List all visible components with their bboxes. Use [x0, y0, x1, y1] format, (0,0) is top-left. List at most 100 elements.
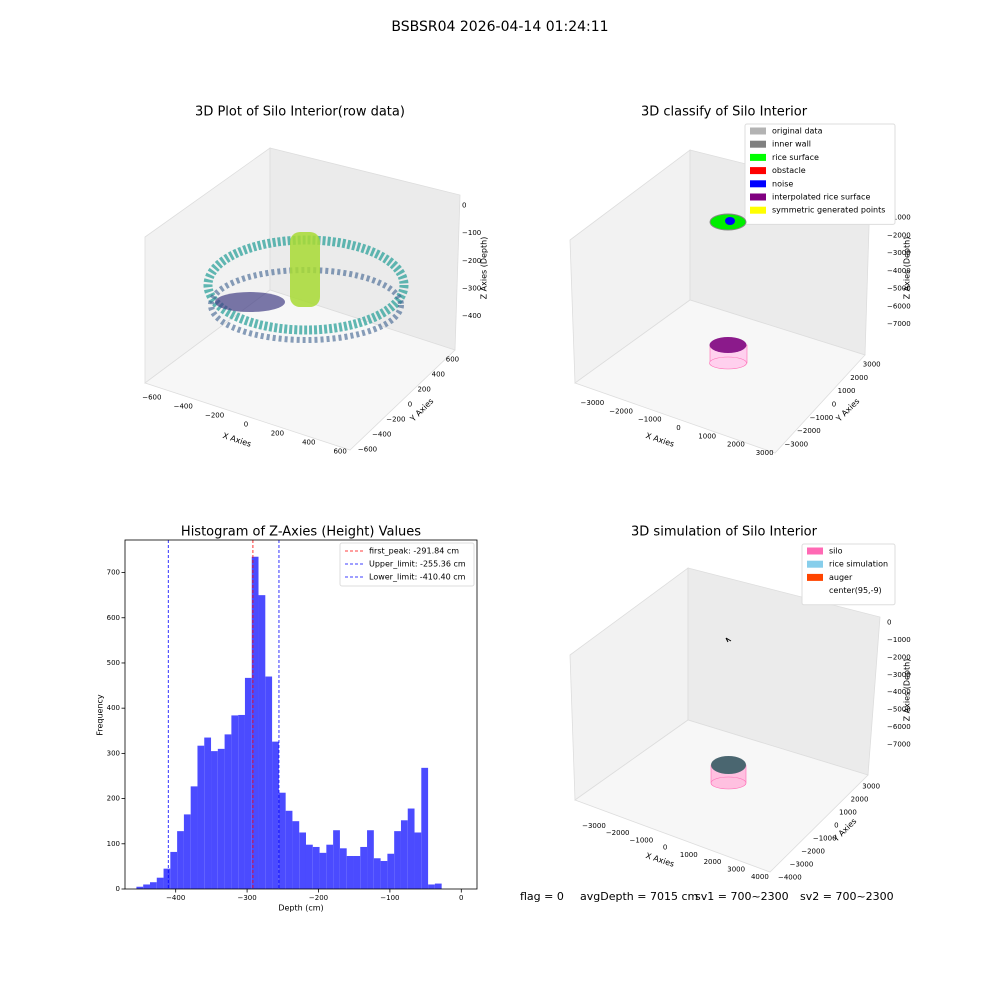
bar [421, 767, 429, 889]
zticks-label: −4000 [887, 267, 911, 275]
legend-label: symmetric generated points [772, 206, 885, 215]
legend-swatch [750, 167, 766, 175]
bar [400, 820, 408, 889]
bar [360, 846, 368, 889]
yticks-label: 0 [834, 822, 838, 830]
xticks-label: 200 [271, 430, 284, 438]
legend-swatch [750, 140, 766, 148]
y-tick-label: 600 [107, 614, 120, 622]
point-cloud [208, 267, 404, 343]
yticks-label: −1000 [813, 835, 837, 843]
bar [136, 886, 144, 889]
bar [163, 868, 171, 889]
x-tick-label: 0 [459, 894, 463, 902]
pane-floor [574, 299, 866, 454]
xticks-label: −2000 [606, 829, 630, 837]
decor-1 [709, 213, 748, 370]
legend-label: Lower_limit: -410.40 cm [369, 573, 466, 582]
zticks-label: −5000 [887, 706, 911, 714]
xticks-label: −3000 [582, 822, 606, 830]
bar [305, 844, 313, 889]
yticks-label: 1000 [838, 387, 856, 395]
legend-swatch [750, 193, 766, 201]
xticks-label: 1000 [680, 851, 698, 859]
bar [177, 831, 184, 889]
xticks-label: −3000 [581, 399, 605, 407]
legend-swatch [750, 180, 766, 188]
xticks-label: 2000 [704, 858, 722, 866]
chart-title: 3D simulation of Silo Interior [631, 525, 818, 540]
zticks-label: −1000 [887, 636, 911, 644]
yticks-label: 0 [832, 401, 836, 409]
yticks-label: −200 [386, 415, 405, 423]
xticks-label: −2000 [609, 407, 633, 415]
auger [725, 637, 732, 643]
yticks-label: 3000 [863, 361, 881, 369]
legend-label: auger [829, 573, 853, 582]
zticks-label: −3000 [887, 671, 911, 679]
zticks-label: −2000 [887, 653, 911, 661]
zticks-label: −100 [462, 229, 481, 237]
bar [190, 786, 198, 889]
bar [156, 877, 164, 889]
legend-label: first_peak: -291.84 cm [369, 547, 459, 556]
legend-label: Upper_limit: -255.36 cm [369, 560, 466, 569]
xticks-label: 3000 [727, 866, 745, 874]
xticks-label: −600 [142, 393, 161, 401]
legend-label: original data [772, 127, 823, 136]
y-tick-label: 700 [107, 569, 120, 577]
legend-label: center(95,-9) [829, 586, 882, 595]
bar [353, 855, 361, 889]
legend-label: noise [772, 179, 793, 188]
xticks-label: 0 [244, 421, 248, 429]
pane-floor [574, 719, 869, 873]
bar [339, 848, 347, 889]
bar [346, 855, 354, 889]
footer-flag: flag = 0 [520, 890, 564, 903]
y-tick-label: 400 [107, 704, 120, 712]
xticks-label: 600 [333, 448, 346, 456]
bar [387, 853, 395, 889]
zticks-label: −5000 [887, 285, 911, 293]
legend-swatch [750, 127, 766, 135]
x-tick-label: −400 [166, 894, 185, 902]
legend-box [339, 542, 475, 587]
yticks-label: 400 [432, 371, 445, 379]
z-axis-label: Z Axies (Depth) [480, 237, 489, 300]
bar [380, 860, 388, 889]
zticks-label: −6000 [887, 723, 911, 731]
yticks-label: 1000 [839, 809, 857, 817]
bar [373, 858, 381, 889]
legend-box [801, 543, 896, 606]
y-tick-label: 0 [116, 885, 120, 893]
legend-swatch [807, 573, 823, 581]
xticks-label: 0 [663, 844, 667, 852]
zticks-label: −4000 [887, 688, 911, 696]
cylinder [709, 356, 747, 370]
bar [265, 676, 273, 889]
bar [197, 745, 205, 889]
legend-swatch [750, 153, 766, 161]
x-tick-label: −100 [380, 894, 399, 902]
bar [224, 734, 232, 889]
bar [231, 715, 239, 889]
xticks-label: 0 [676, 424, 680, 432]
yticks-label: −400 [372, 430, 391, 438]
yticks-label: −4000 [778, 874, 802, 882]
bar [292, 821, 300, 889]
bar [251, 556, 259, 889]
y-tick-label: 100 [107, 840, 120, 848]
bar [394, 831, 401, 889]
yticks-label: 200 [417, 386, 430, 394]
zticks-label: −1000 [887, 214, 911, 222]
point-cloud [215, 292, 285, 312]
zticks-label: −400 [462, 312, 481, 320]
plot-frame [124, 539, 478, 890]
xticks-label: 4000 [751, 873, 769, 881]
chart-title: Histogram of Z-Axies (Height) Values [181, 525, 421, 540]
yticks-label: 0 [408, 401, 412, 409]
legend-label: silo [829, 547, 843, 556]
x-tick-label: −200 [309, 894, 328, 902]
cylinder [709, 337, 747, 353]
legend-label: inner wall [772, 140, 811, 149]
